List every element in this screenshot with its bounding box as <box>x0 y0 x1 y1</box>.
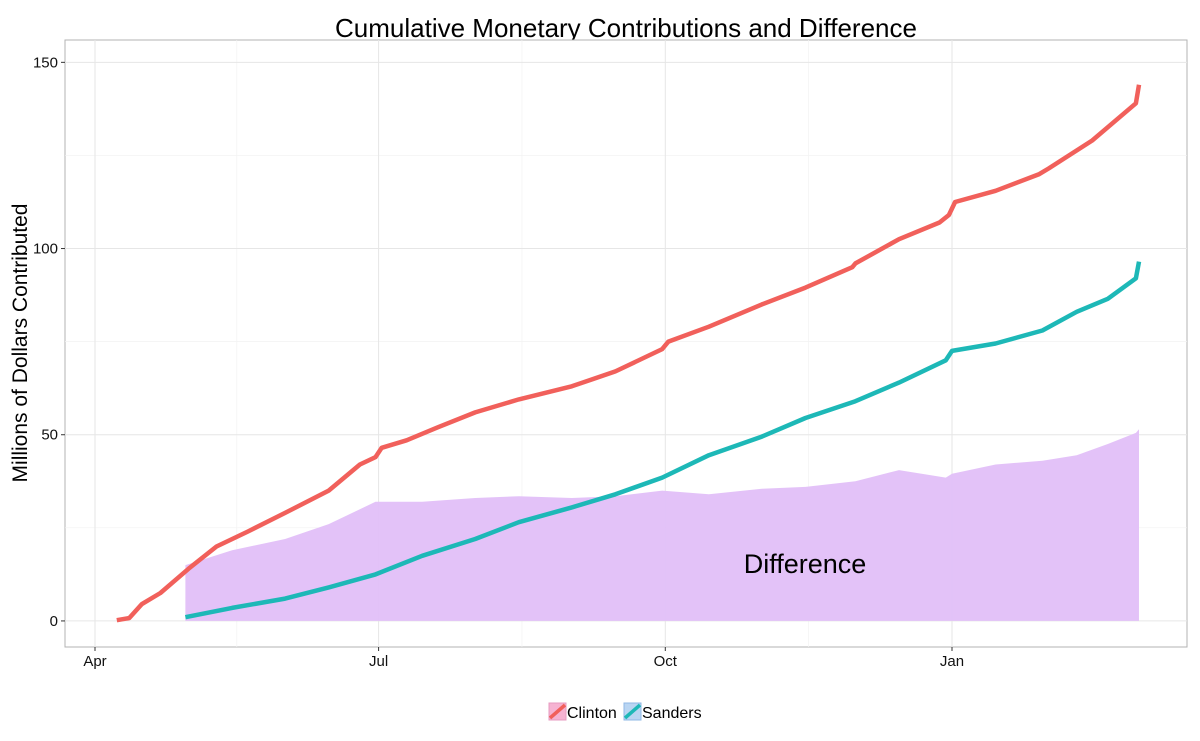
difference-area <box>185 429 1140 621</box>
legend-item-sanders: Sanders <box>623 702 702 722</box>
series-lines <box>116 84 1142 623</box>
y-tick-label: 100 <box>33 241 58 258</box>
difference-annotation: Difference <box>744 549 867 579</box>
legend-key-line <box>623 703 642 720</box>
legend-label: Sanders <box>642 705 702 722</box>
grid <box>65 40 1187 647</box>
clinton-line <box>116 84 1142 623</box>
sanders-line <box>184 261 1142 620</box>
y-tick-label: 150 <box>33 54 58 71</box>
x-tick-label: Jul <box>369 653 388 670</box>
legend-item-clinton: Clinton <box>548 702 617 722</box>
y-axis-ticks: 0 50 100 150 <box>33 54 65 630</box>
chart-title: Cumulative Monetary Contributions and Di… <box>335 13 917 43</box>
y-tick-label: 0 <box>50 613 58 630</box>
x-tick-label: Jan <box>940 653 964 670</box>
legend-key-line <box>548 703 567 720</box>
difference-area-layer <box>185 429 1140 621</box>
x-tick-label: Apr <box>83 653 106 670</box>
x-axis-ticks: Apr Jul Oct Jan <box>83 647 964 670</box>
legend: Clinton Sanders <box>548 702 702 722</box>
y-axis-label: Millions of Dollars Contributed <box>9 204 32 483</box>
x-tick-label: Oct <box>654 653 678 670</box>
y-tick-label: 50 <box>41 427 58 444</box>
legend-label: Clinton <box>567 705 617 722</box>
